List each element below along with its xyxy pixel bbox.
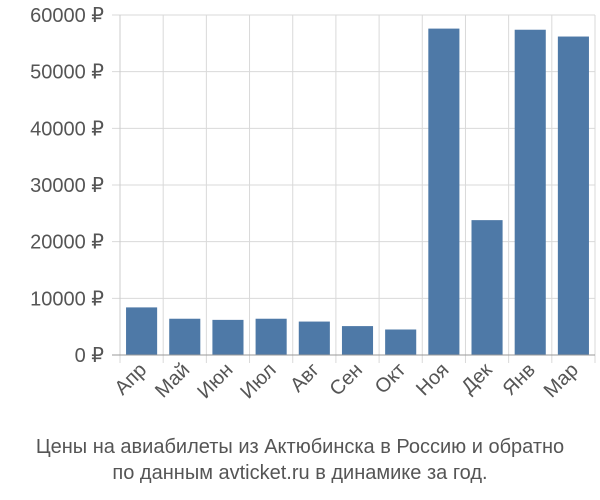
bar-11 <box>557 36 589 356</box>
bars <box>126 28 589 356</box>
bar-2 <box>169 318 201 355</box>
bar-9 <box>471 220 503 355</box>
x-tick-label: Окт <box>371 359 410 398</box>
chart-caption-line-1: Цены на авиабилеты из Актюбинска в Росси… <box>35 436 565 458</box>
y-tick-label: 40000 ₽ <box>30 118 104 140</box>
x-tick-label: Сен <box>326 359 367 400</box>
y-tick-label: 10000 ₽ <box>30 288 104 310</box>
x-tick-label: Авг <box>286 359 324 397</box>
x-tick-label: Дек <box>457 359 496 398</box>
x-tick-label: Май <box>151 359 194 402</box>
bar-7 <box>385 329 417 355</box>
y-tick-labels: 0 ₽ 10000 ₽ 20000 ₽ 30000 ₽ 40000 ₽ 50000 ₽ 60… <box>30 5 104 367</box>
grid <box>112 14 596 363</box>
bar-5 <box>298 321 330 355</box>
y-tick-label: 50000 ₽ <box>30 62 104 84</box>
bar-3 <box>212 319 244 355</box>
x-tick-label: Ноя <box>412 359 453 400</box>
axes <box>112 15 595 356</box>
x-tick-label: Апр <box>111 359 152 400</box>
y-tick-label: 30000 ₽ <box>30 175 104 197</box>
x-tick-label: Июл <box>236 359 280 403</box>
bar-8 <box>428 28 460 355</box>
x-tick-label: Июн <box>193 359 237 403</box>
x-tick-label: Янв <box>499 359 540 400</box>
chart-caption-line-2: по данным avticket.ru в динамике за год. <box>112 462 488 484</box>
bar-6 <box>341 326 374 355</box>
price-bar-chart: 0 ₽ 10000 ₽ 20000 ₽ 30000 ₽ 40000 ₽ 50000 ₽ 60… <box>30 5 596 403</box>
bar-4 <box>255 318 287 355</box>
y-tick-label: 60000 ₽ <box>30 5 104 27</box>
y-tick-label: 20000 ₽ <box>30 232 104 254</box>
bar-10 <box>514 29 546 355</box>
bar-1 <box>126 307 158 355</box>
y-tick-label: 0 ₽ <box>75 345 105 367</box>
x-tick-label: Мар <box>540 359 583 402</box>
